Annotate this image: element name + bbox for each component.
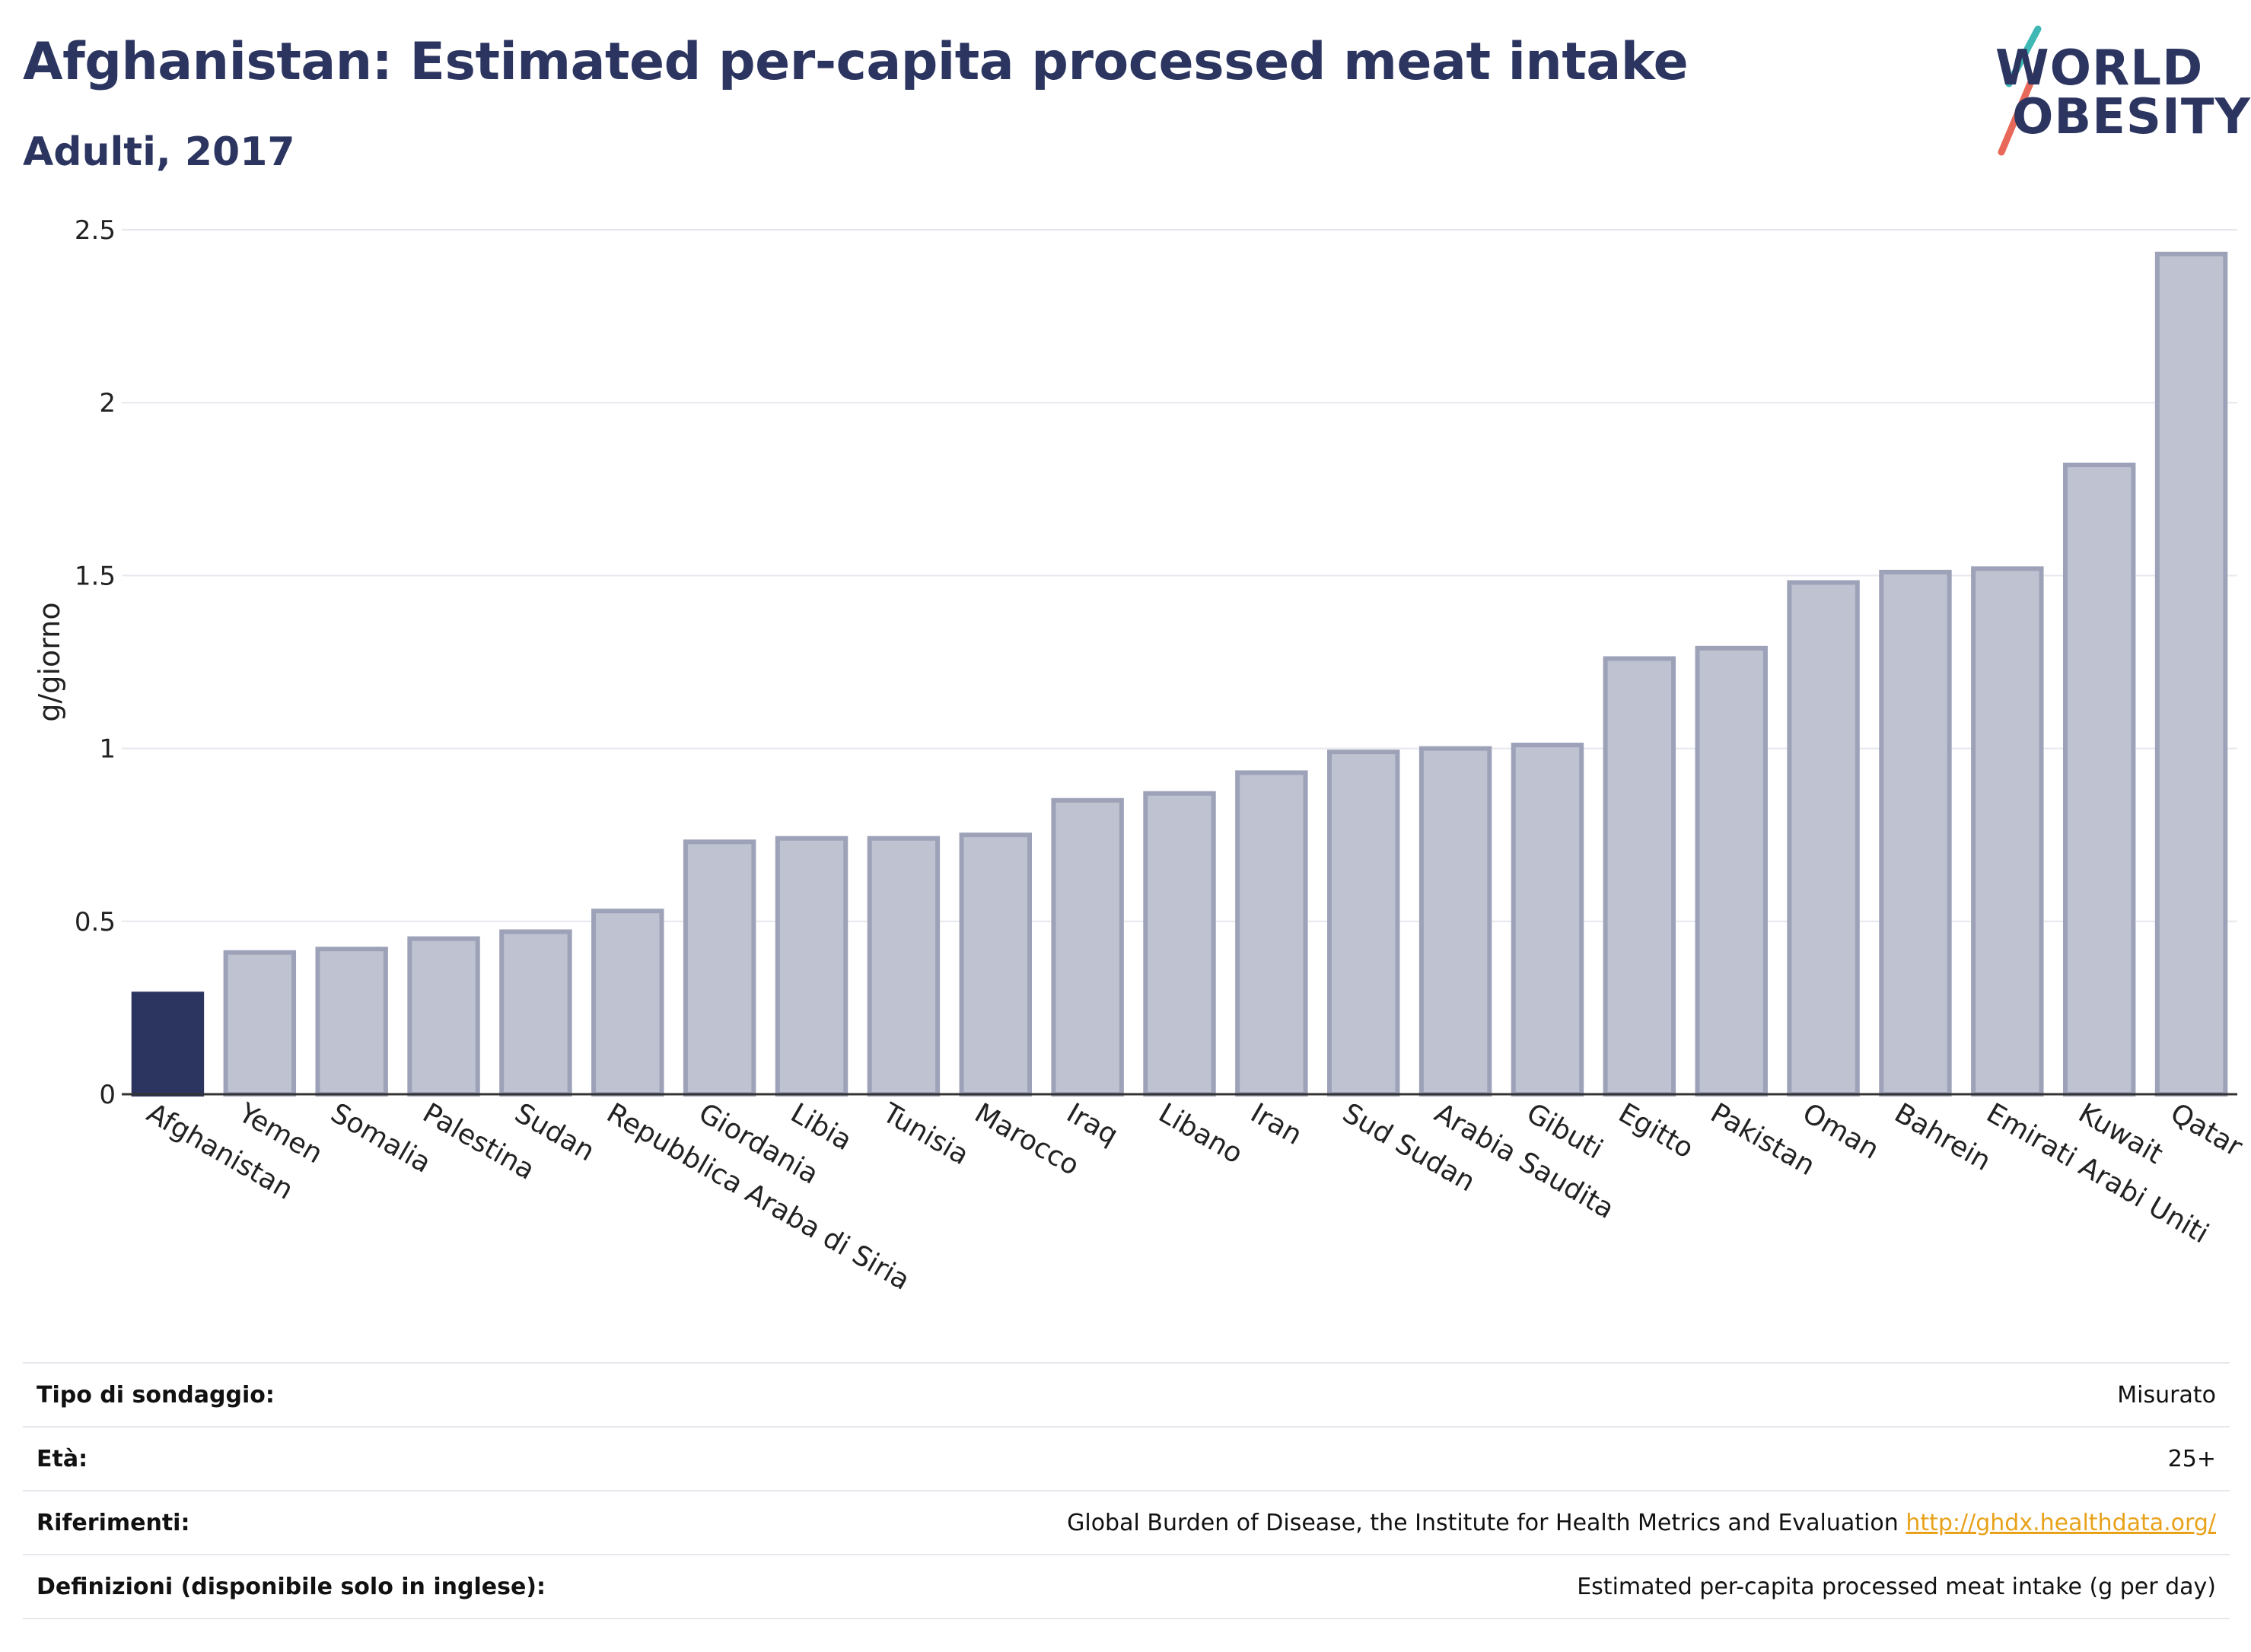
bar-tunisia — [867, 836, 941, 1097]
reference-text: Global Burden of Disease, the Institute … — [1067, 1510, 1899, 1536]
info-row-references: Riferimenti: Global Burden of Disease, t… — [23, 1490, 2230, 1554]
info-value: 25+ — [2167, 1446, 2216, 1472]
x-tick-label: Iran — [1245, 1097, 1307, 1151]
y-tick-label: 1 — [99, 734, 116, 765]
logo-text-obesity: OBESITY — [2012, 89, 2251, 145]
bar-marocco — [959, 832, 1032, 1097]
x-tick-label: Pakistan — [1705, 1097, 1820, 1182]
info-value-references: Global Burden of Disease, the Institute … — [1067, 1510, 2216, 1536]
info-table: Tipo di sondaggio: Misurato Età: 25+ Rif… — [23, 1362, 2230, 1619]
bar-giordania — [683, 839, 756, 1097]
bar-bahrein — [1879, 569, 1952, 1097]
x-tick-label: Egitto — [1613, 1097, 1699, 1164]
x-tick-label: Tunisia — [877, 1097, 974, 1171]
bar-gibuti — [1511, 743, 1584, 1097]
bar-arabia-saudita — [1418, 746, 1492, 1097]
bar-somalia — [315, 947, 388, 1097]
bar-chart: 00.511.522.5g/giornoAfghanistanYemenSoma… — [33, 215, 2248, 1297]
bar-yemen — [223, 950, 297, 1097]
x-tick-label: Somalia — [326, 1097, 436, 1179]
info-row-survey-type: Tipo di sondaggio: Misurato — [23, 1362, 2230, 1426]
y-tick-label: 2.5 — [75, 215, 116, 246]
bar-afghanistan — [131, 992, 205, 1097]
x-tick-label: Bahrein — [1889, 1097, 1995, 1177]
chart-title: Afghanistan: Estimated per-capita proces… — [23, 32, 1689, 92]
bar-oman — [1787, 580, 1860, 1097]
y-tick-label: 0 — [99, 1080, 116, 1110]
info-label: Età: — [37, 1446, 88, 1472]
y-tick-label: 2 — [99, 388, 116, 419]
bar-pakistan — [1695, 645, 1768, 1097]
bar-kuwait — [2062, 462, 2136, 1097]
y-axis-title: g/giorno — [33, 602, 66, 721]
x-tick-label: Iraq — [1062, 1097, 1123, 1151]
y-tick-label: 1.5 — [75, 561, 116, 591]
info-value: Estimated per-capita processed meat inta… — [1577, 1574, 2216, 1600]
logo-text-world: WORLD — [1995, 40, 2204, 97]
info-label: Definizioni (disponibile solo in inglese… — [37, 1574, 546, 1600]
bar-emirati-arabi-uniti — [1971, 566, 2044, 1097]
info-value: Misurato — [2117, 1382, 2216, 1408]
bar-egitto — [1603, 656, 1676, 1097]
x-tick-label: Marocco — [969, 1097, 1084, 1182]
info-row-definitions: Definizioni (disponibile solo in inglese… — [23, 1554, 2230, 1619]
bar-sudan — [499, 929, 572, 1097]
bar-iran — [1235, 770, 1308, 1097]
bar-qatar — [2154, 251, 2228, 1097]
bar-iraq — [1051, 797, 1124, 1097]
world-obesity-logo[interactable]: WORLD OBESITY — [1979, 23, 2250, 160]
logo-slash-icon — [1998, 25, 2042, 156]
info-label: Riferimenti: — [37, 1510, 190, 1536]
bar-libia — [775, 836, 849, 1097]
bar-palestina — [407, 936, 480, 1097]
info-label: Tipo di sondaggio: — [37, 1382, 275, 1408]
bar-sud-sudan — [1327, 750, 1400, 1097]
bar-repubblica-araba-di-siria — [591, 909, 664, 1097]
chart-subtitle: Adulti, 2017 — [23, 129, 295, 175]
info-row-age: Età: 25+ — [23, 1426, 2230, 1490]
y-tick-label: 0.5 — [75, 907, 116, 937]
reference-link[interactable]: http://ghdx.healthdata.org/ — [1906, 1510, 2216, 1536]
x-tick-label: Libano — [1154, 1097, 1248, 1170]
x-tick-label: Qatar — [2165, 1097, 2247, 1163]
bar-libano — [1143, 791, 1216, 1097]
